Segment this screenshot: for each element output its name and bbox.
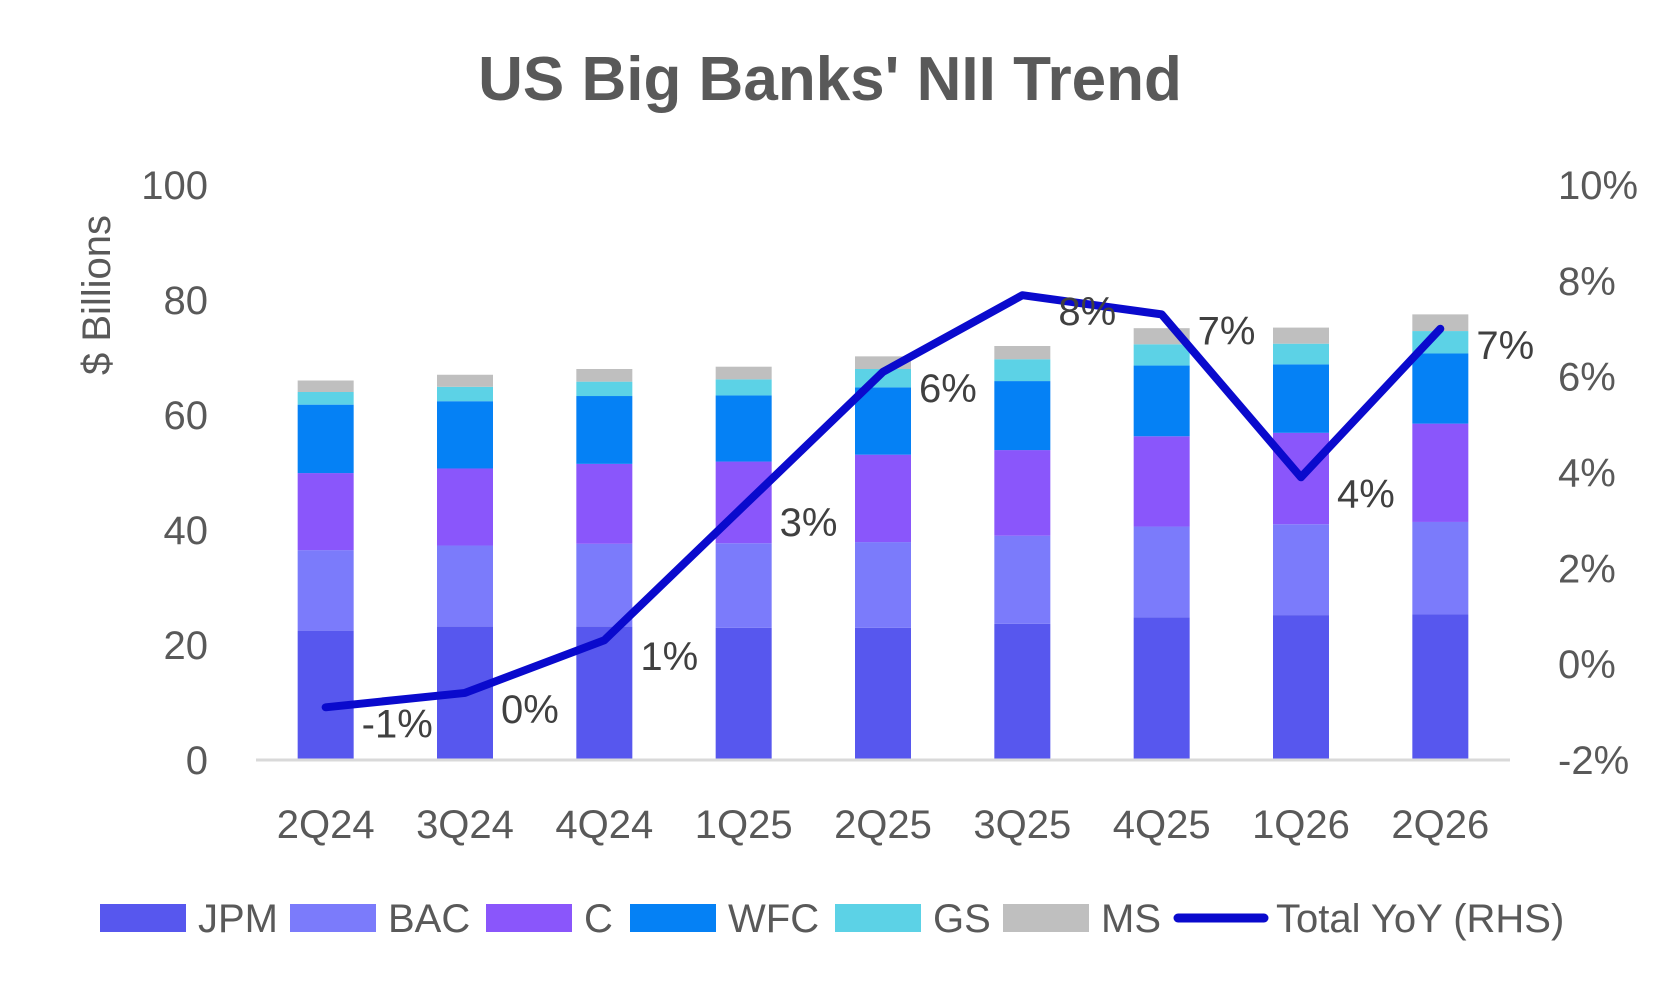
bar-wfc-4q24	[576, 396, 633, 464]
bar-c-2q25	[855, 454, 911, 543]
bar-ms-2q26	[1412, 314, 1469, 332]
ticks-group: 0 20 40 60 80 100 -2% 0% 2% 4% 6% 8% 10% 2Q24 3Q24 4Q24…	[141, 164, 1638, 847]
bar-bac-4q24	[576, 543, 633, 627]
x-tick-label: 2Q25	[834, 803, 932, 847]
bar-ms-3q25	[994, 346, 1051, 360]
legend-label: GS	[933, 897, 991, 941]
legend: JPM BAC C WFC GS MS Total YoY (RHS)	[100, 897, 1564, 941]
bar-jpm-1q25	[715, 627, 772, 760]
bar-c-2q26	[1412, 423, 1469, 522]
legend-swatch-jpm	[100, 904, 186, 932]
bar-wfc-3q25	[994, 381, 1051, 451]
bar-bac-2q24	[297, 550, 354, 631]
bar-bac-3q24	[437, 545, 493, 627]
legend-swatch-bac	[290, 904, 376, 932]
bar-wfc-2q25	[855, 387, 911, 455]
bar-c-3q24	[437, 468, 493, 546]
legend-swatch-wfc	[630, 904, 716, 932]
x-tick-label: 4Q24	[555, 803, 653, 847]
legend-label: BAC	[388, 897, 470, 941]
bar-c-4q25	[1133, 436, 1190, 527]
bar-bac-2q26	[1412, 521, 1469, 615]
legend-label: WFC	[728, 897, 819, 941]
bar-ms-2q24	[297, 380, 354, 392]
x-tick-label: 3Q25	[973, 803, 1071, 847]
x-tick-label: 2Q26	[1391, 803, 1489, 847]
bar-wfc-1q25	[715, 395, 772, 462]
legend-label: Total YoY (RHS)	[1276, 897, 1564, 941]
bar-ms-1q25	[715, 366, 772, 380]
bar-gs-3q25	[994, 359, 1051, 382]
bar-wfc-2q24	[297, 404, 354, 474]
bar-wfc-3q24	[437, 401, 493, 469]
bar-jpm-2q26	[1412, 614, 1469, 760]
chart-title: US Big Banks' NII Trend	[478, 45, 1182, 114]
y-axis-label: $ Billions	[75, 215, 119, 375]
bar-wfc-4q25	[1133, 365, 1190, 437]
bar-wfc-1q26	[1273, 364, 1329, 433]
bar-bac-1q25	[715, 543, 772, 628]
bar-c-2q24	[297, 473, 354, 551]
y-tick-label: 60	[164, 394, 209, 438]
y2-tick-label: 4%	[1558, 452, 1616, 496]
data-label: 7%	[1476, 324, 1534, 368]
bars-group	[297, 314, 1469, 760]
data-label: 7%	[1198, 309, 1256, 353]
x-tick-label: 1Q26	[1252, 803, 1350, 847]
y2-tick-label: 10%	[1558, 164, 1638, 208]
data-label: 0%	[501, 688, 559, 732]
bar-gs-1q25	[715, 379, 772, 396]
line-group: -1% 0% 1% 3% 6% 8% 7% 4% 7%	[321, 290, 1534, 746]
legend-label: MS	[1101, 897, 1161, 941]
legend-swatch-ms	[1003, 904, 1089, 932]
bar-jpm-2q25	[855, 627, 911, 760]
bar-bac-4q25	[1133, 526, 1190, 618]
bar-jpm-4q25	[1133, 617, 1190, 760]
y2-tick-label: 0%	[1558, 643, 1616, 687]
bar-gs-3q24	[437, 386, 493, 402]
bar-ms-3q24	[437, 374, 493, 387]
x-tick-label: 4Q25	[1113, 803, 1211, 847]
y2-tick-label: -2%	[1558, 739, 1629, 783]
data-label: 6%	[919, 367, 977, 411]
bar-jpm-2q24	[297, 630, 354, 760]
y-tick-label: 20	[164, 624, 209, 668]
bar-jpm-3q25	[994, 623, 1051, 760]
data-label: 1%	[640, 635, 698, 679]
y2-tick-label: 2%	[1558, 547, 1616, 591]
y-tick-label: 80	[164, 279, 209, 323]
data-label: 4%	[1337, 472, 1395, 516]
bar-bac-2q25	[855, 542, 911, 628]
x-tick-label: 3Q24	[416, 803, 514, 847]
data-label: 8%	[1058, 290, 1116, 334]
bar-jpm-1q26	[1273, 615, 1329, 760]
x-tick-label: 2Q24	[277, 803, 375, 847]
legend-swatch-gs	[835, 904, 921, 932]
bar-c-4q24	[576, 463, 633, 544]
legend-label: C	[584, 897, 613, 941]
bar-bac-3q25	[994, 535, 1051, 624]
legend-swatch-c	[486, 904, 572, 932]
bar-gs-4q25	[1133, 344, 1190, 366]
bar-gs-4q24	[576, 381, 633, 397]
bar-ms-1q26	[1273, 327, 1329, 344]
y-tick-label: 40	[164, 509, 209, 553]
bar-ms-4q24	[576, 369, 633, 382]
legend-label: JPM	[198, 897, 278, 941]
y2-tick-label: 6%	[1558, 356, 1616, 400]
bar-gs-2q24	[297, 392, 354, 405]
bar-bac-1q26	[1273, 524, 1329, 616]
y-tick-label: 100	[141, 164, 208, 208]
data-label: 3%	[780, 501, 838, 545]
y2-tick-label: 8%	[1558, 260, 1616, 304]
bar-c-3q25	[994, 450, 1051, 536]
data-label: -1%	[362, 702, 433, 746]
bar-gs-1q26	[1273, 343, 1329, 365]
x-tick-label: 1Q25	[695, 803, 793, 847]
bar-wfc-2q26	[1412, 353, 1469, 424]
y-tick-label: 0	[186, 739, 208, 783]
